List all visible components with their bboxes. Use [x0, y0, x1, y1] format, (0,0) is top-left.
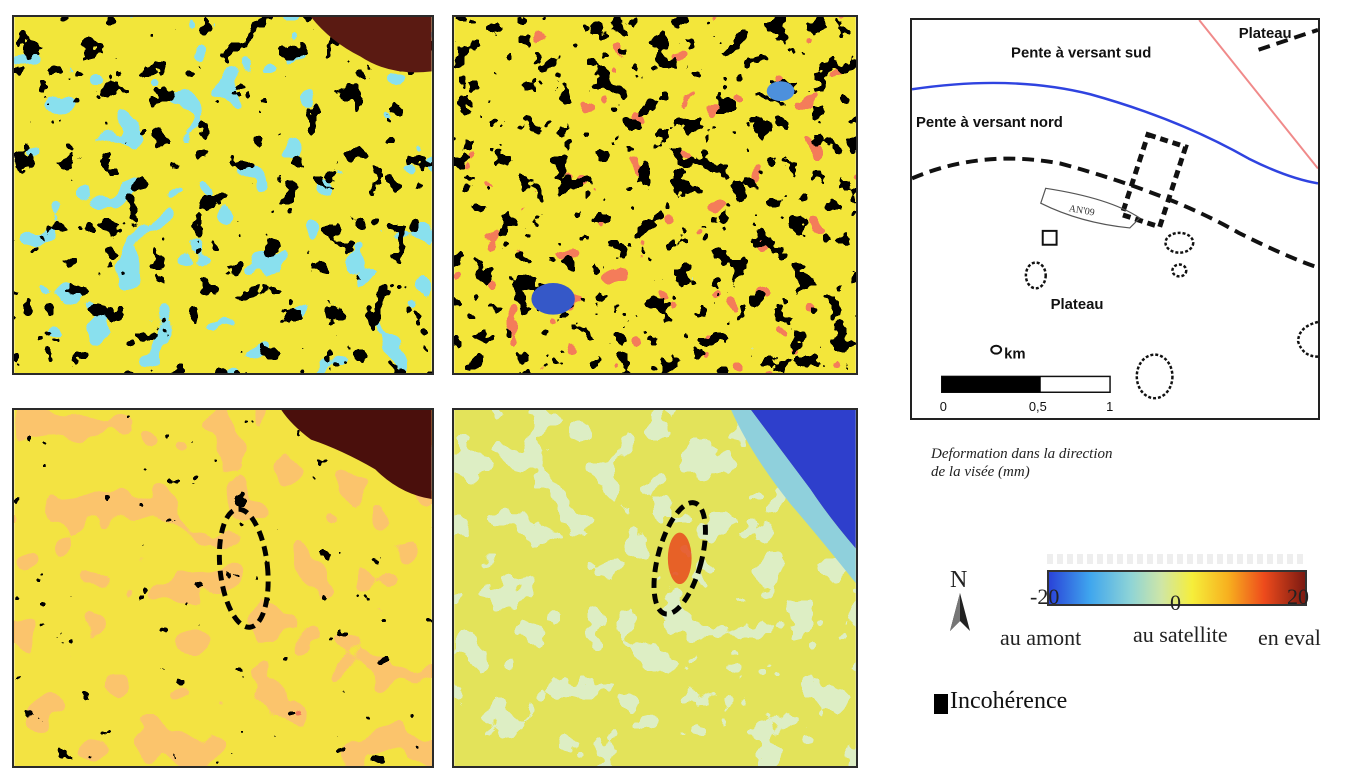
interferogram-panel-1 — [12, 15, 434, 375]
interferogram-panel-3 — [12, 408, 434, 768]
river-line — [912, 81, 1318, 185]
legend-title-line-1: Deformation dans la direction — [931, 446, 1113, 462]
legend-mid-label: au satellite — [1133, 622, 1228, 647]
scale-tick-0: 0 — [940, 399, 947, 414]
interferogram-panel-2 — [452, 15, 858, 375]
north-arrow-icon: N — [950, 567, 970, 631]
interferogram-3-image — [14, 410, 432, 766]
location-map: AN'09 Pente à versant sud Pente à versan… — [910, 18, 1320, 420]
legend-mid: 0 — [1170, 590, 1181, 615]
interferogram-4-image — [454, 410, 856, 766]
legend-min: -20 — [1030, 584, 1060, 609]
legend-title-line-2: de la visée (mm) — [931, 464, 1030, 480]
legend-low-label: au amont — [1000, 625, 1082, 650]
study-area-box — [1118, 131, 1189, 231]
deformation-outline-3 — [216, 506, 271, 630]
label-slope-north: Pente à versant nord — [916, 115, 1063, 131]
legend-ramp-header — [1047, 554, 1307, 564]
dashed-boundary — [912, 156, 1318, 270]
legend-high-label: en eval — [1258, 625, 1321, 650]
interferogram-2-image — [454, 17, 856, 373]
map-feature-label: AN'09 — [1068, 203, 1096, 218]
interferogram-1-image — [14, 17, 432, 373]
label-slope-south: Pente à versant sud — [1011, 46, 1151, 62]
legend-max: 20 — [1287, 584, 1309, 609]
deformation-outline-4 — [651, 500, 708, 617]
color-ramp — [1047, 570, 1307, 606]
road-line — [1198, 20, 1318, 170]
incoherence-label: Incohérence — [950, 688, 1068, 714]
interferogram-panel-4 — [452, 408, 858, 768]
scale-tick-0-5: 0,5 — [1029, 399, 1047, 414]
scale-unit: km — [1004, 347, 1025, 363]
north-letter: N — [950, 567, 967, 593]
legend-title: Deformation dans la direction de la visé… — [931, 445, 1191, 481]
scale-tick-1: 1 — [1106, 399, 1113, 414]
incoherence-swatch — [934, 694, 948, 714]
location-map-drawing: AN'09 Pente à versant sud Pente à versan… — [912, 20, 1318, 414]
label-plateau: Plateau — [1051, 297, 1104, 313]
label-plateau-top: Plateau — [1239, 26, 1292, 42]
